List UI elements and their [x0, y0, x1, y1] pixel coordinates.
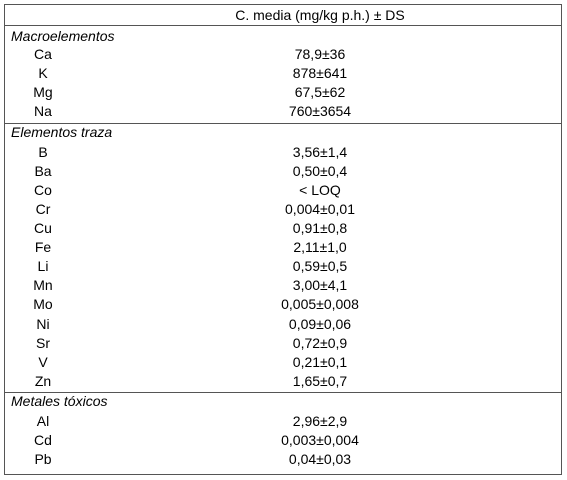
element: K	[38, 65, 48, 82]
element: B	[38, 143, 48, 160]
section-title: Macroelementos	[11, 28, 115, 44]
value: 2,11±1,0	[293, 239, 347, 256]
value: 0,21±0,1	[292, 353, 348, 370]
table: C. media (mg/kg p.h.) ± DS Macroelemento…	[4, 4, 562, 475]
rule	[5, 122, 561, 124]
element: Sr	[36, 334, 50, 351]
value: 0,91±0,8	[292, 220, 348, 236]
element: Mg	[33, 84, 53, 101]
element: Ba	[34, 162, 52, 179]
section-title: Elementos traza	[11, 123, 113, 140]
element: V	[38, 353, 48, 370]
element: Fe	[34, 239, 52, 256]
value: 67,5±62	[294, 84, 346, 101]
value: 0,09±0,06	[288, 315, 352, 332]
value: 0,59±0,5	[292, 258, 348, 275]
value: 0,04±0,03	[288, 451, 352, 468]
element: Na	[34, 103, 52, 120]
element: Cd	[34, 432, 52, 449]
value: 0,003±0,004	[281, 432, 359, 449]
value: 78,9±36	[294, 46, 346, 63]
value: 0,004±0,01	[285, 200, 355, 217]
element: Ni	[36, 315, 50, 332]
rule	[5, 25, 561, 26]
element: Co	[34, 181, 52, 198]
element: Pb	[34, 451, 52, 468]
element: Zn	[34, 372, 52, 389]
column-header: C. media (mg/kg p.h.) ± DS	[235, 7, 405, 23]
element: Mn	[33, 277, 53, 294]
value: 2,96±2,9	[292, 413, 348, 429]
element: Mo	[33, 296, 53, 313]
element: Li	[37, 258, 49, 275]
value: 0,005±0,008	[281, 296, 359, 313]
element: Cr	[35, 200, 51, 217]
element: Cu	[34, 220, 52, 236]
element: Al	[36, 413, 50, 429]
value: 878±641	[292, 65, 348, 82]
value: 3,56±1,4	[292, 143, 348, 160]
element: Ca	[34, 46, 52, 63]
value: 0,50±0,4	[292, 162, 348, 179]
value: 760±3654	[288, 103, 352, 120]
section-title: Metales tóxicos	[11, 392, 108, 409]
value: 1,65±0,7	[292, 372, 348, 389]
value: < LOQ	[299, 181, 341, 198]
value: 3,00±4,1	[292, 277, 348, 294]
value: 0,72±0,9	[292, 334, 348, 351]
rule	[5, 391, 561, 393]
